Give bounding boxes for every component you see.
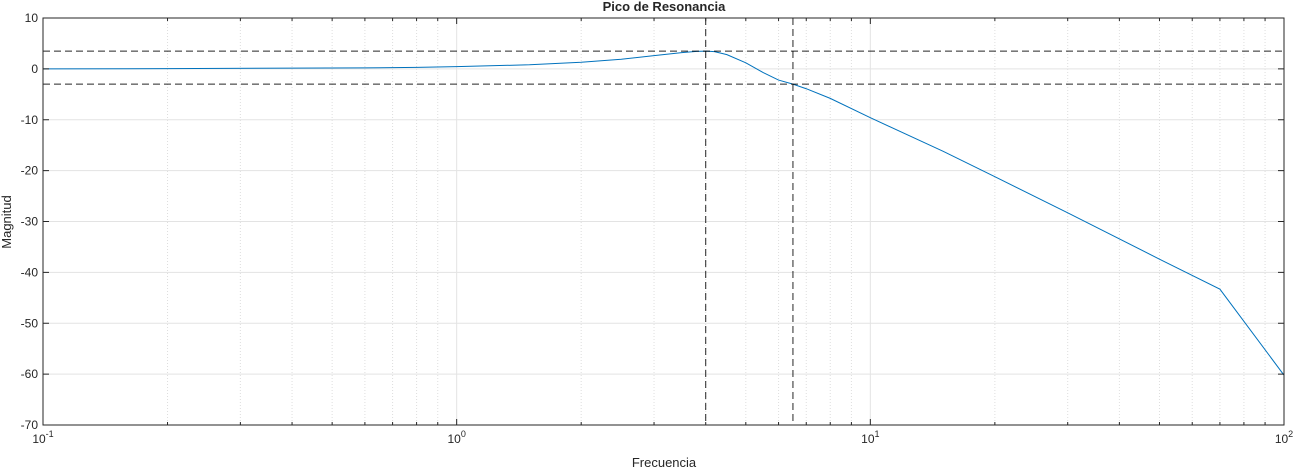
chart-title: Pico de Resonancia — [603, 0, 727, 14]
x-tick-label: 101 — [861, 429, 879, 446]
x-tick-label: 102 — [1275, 429, 1293, 446]
y-tick-label: -30 — [21, 215, 39, 229]
y-tick-label: -50 — [21, 316, 39, 330]
minor-grid — [167, 18, 1266, 425]
y-tick-label: -60 — [21, 367, 39, 381]
x-tick-label: 100 — [447, 429, 465, 446]
y-tick-label: 10 — [25, 11, 39, 25]
x-tick-label: 10-1 — [32, 429, 53, 446]
y-tick-label: -40 — [21, 265, 39, 279]
y-tick-label: -70 — [21, 418, 39, 432]
y-tick-label: -10 — [21, 113, 39, 127]
magnitude-series-line — [42, 50, 1285, 376]
y-axis-label: Magnitud — [0, 195, 14, 248]
axis-ticks — [42, 17, 1285, 426]
y-tick-label: -20 — [21, 164, 39, 178]
y-tick-label: 0 — [31, 62, 38, 76]
x-axis-label: Frecuencia — [632, 455, 697, 469]
